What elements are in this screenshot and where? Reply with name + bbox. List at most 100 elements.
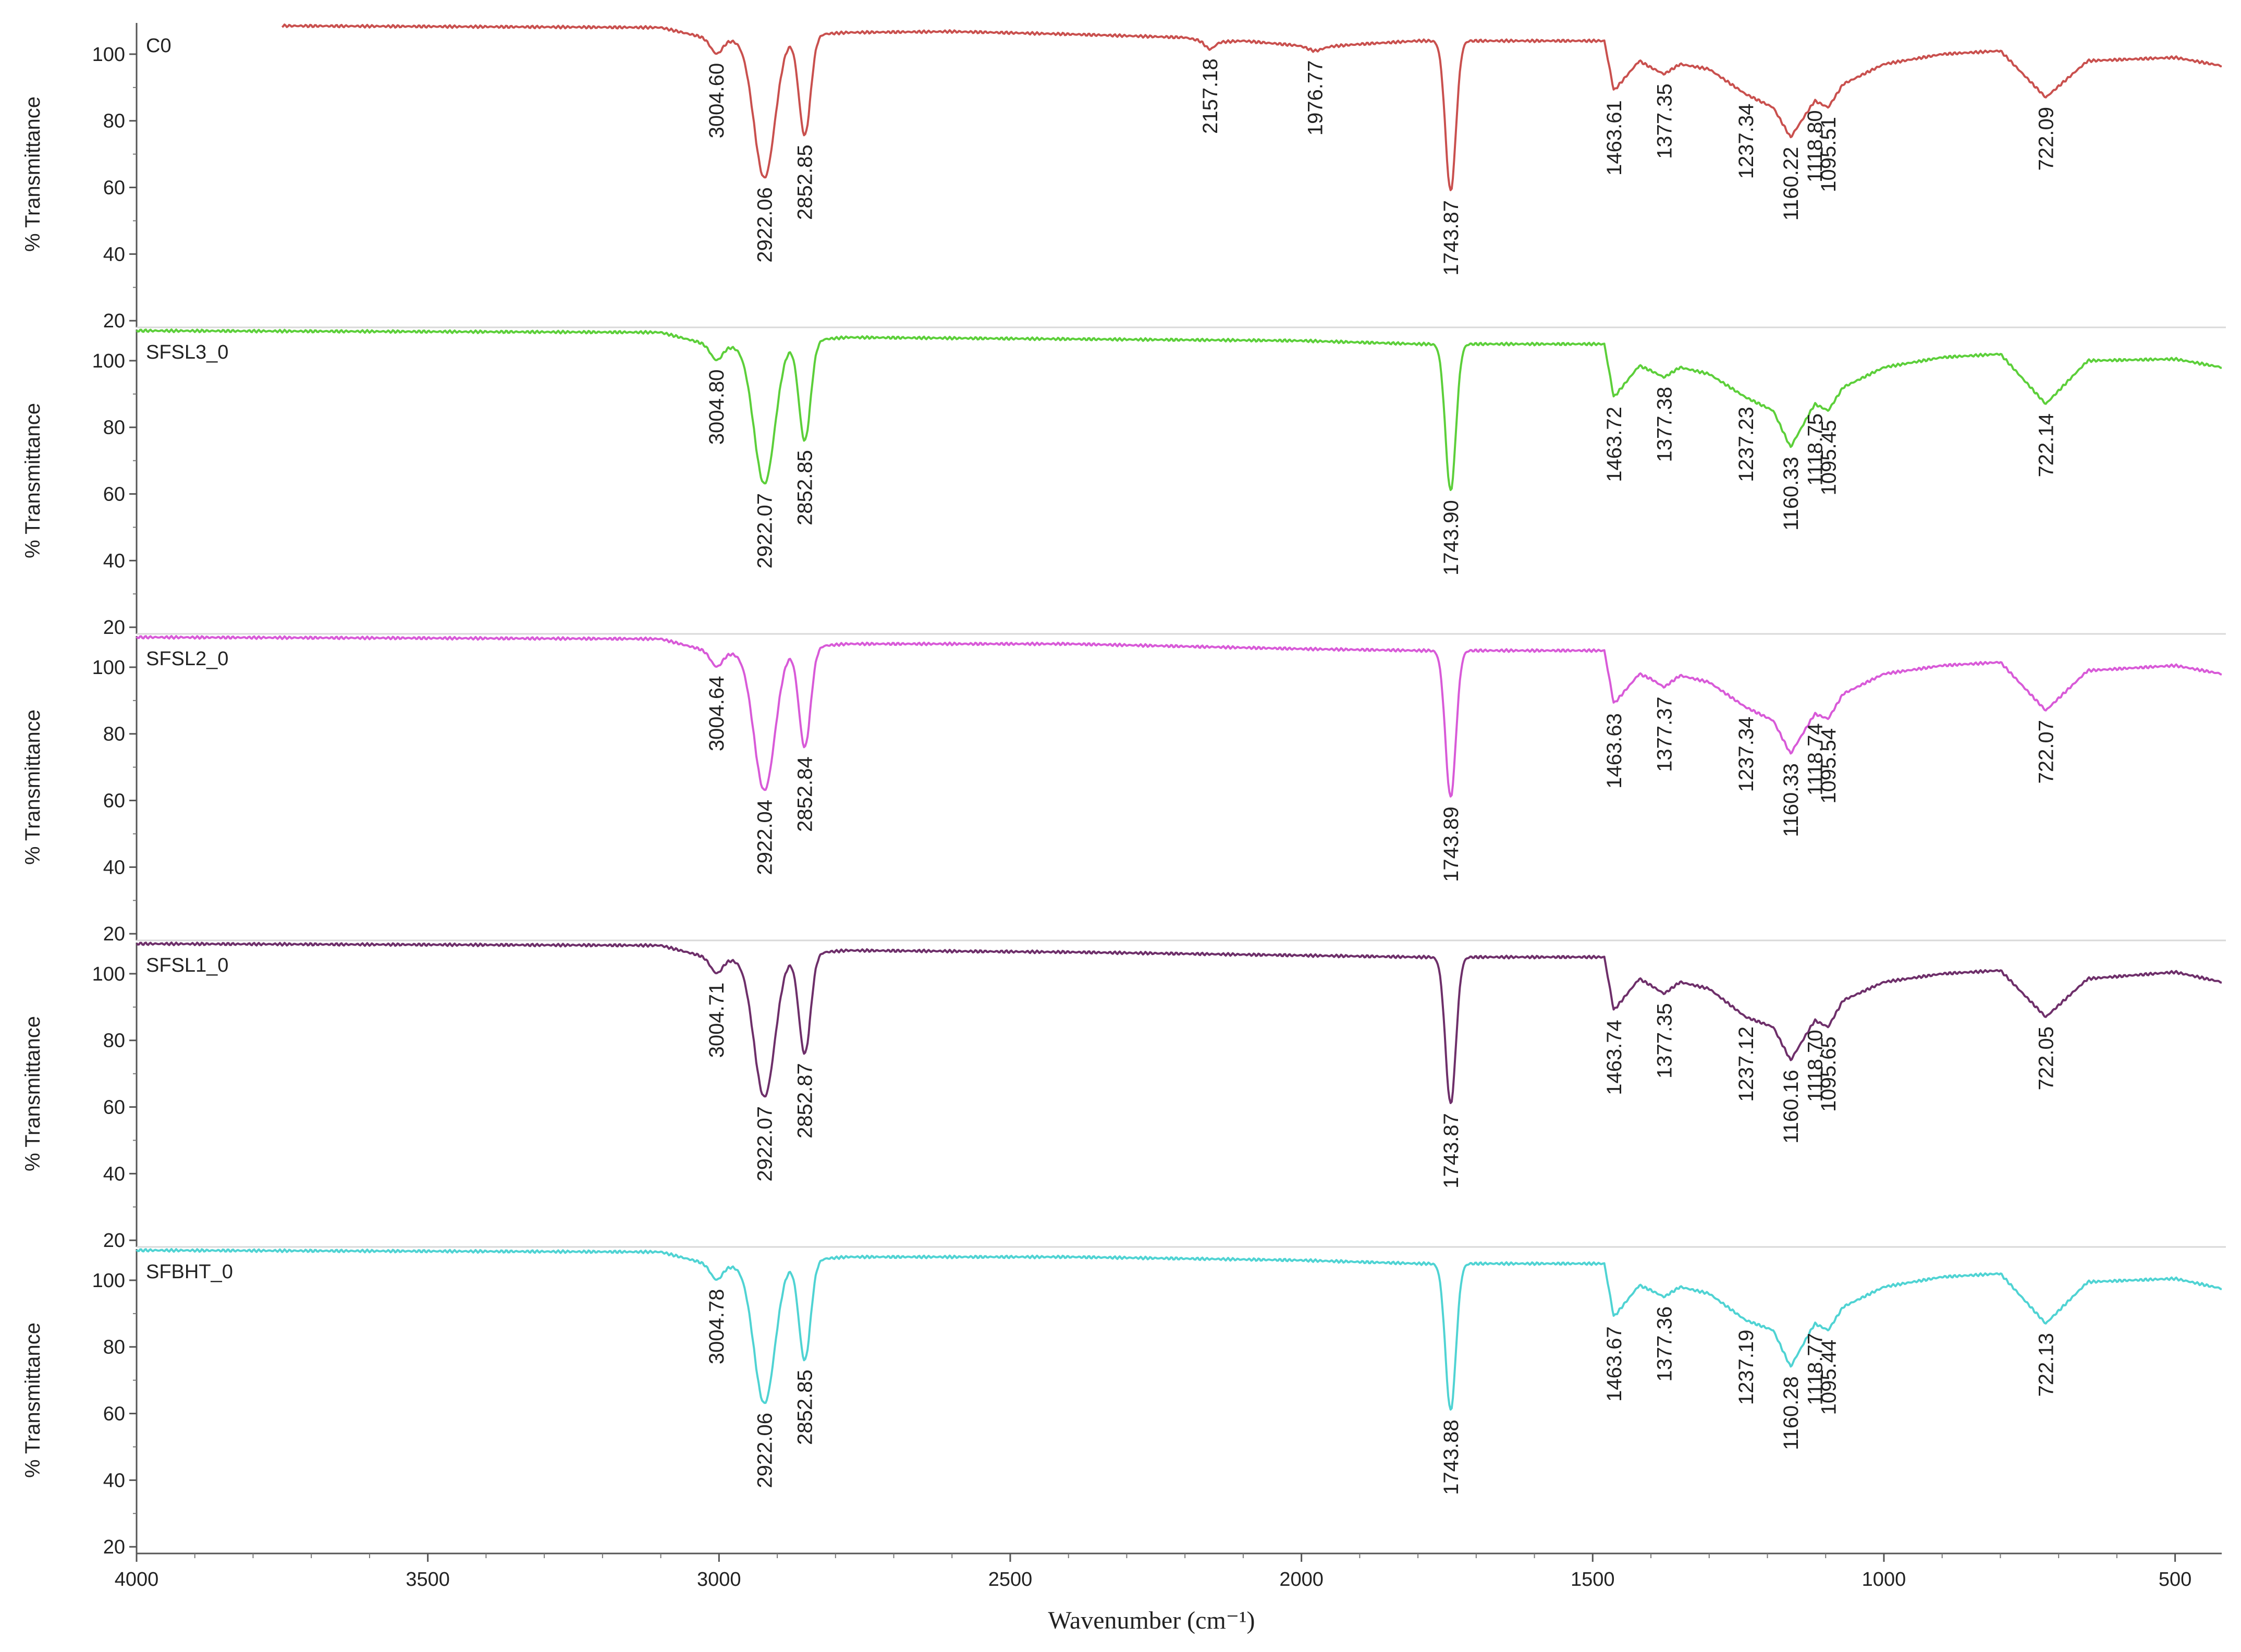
peak-label: 2922.06 bbox=[753, 1413, 776, 1488]
peak-label: 1743.89 bbox=[1440, 806, 1463, 882]
y-axis-label: % Transmittance bbox=[21, 1016, 44, 1171]
peak-label: 3004.80 bbox=[705, 370, 728, 445]
spectrum-line-sfsl3_0 bbox=[136, 328, 2222, 491]
peak-label: 2157.18 bbox=[1199, 58, 1222, 134]
y-tick-label: 20 bbox=[103, 1230, 125, 1252]
y-tick-label: 40 bbox=[103, 550, 125, 572]
peak-label: 2922.07 bbox=[753, 493, 776, 569]
spectrum-line-sfbht_0 bbox=[136, 1248, 2222, 1411]
peak-label: 1237.34 bbox=[1735, 717, 1758, 792]
peak-label: 722.07 bbox=[2035, 720, 2058, 784]
y-tick-label: 100 bbox=[92, 44, 125, 66]
sample-label: SFSL3_0 bbox=[146, 341, 228, 363]
peak-label: 1160.16 bbox=[1780, 1070, 1803, 1144]
peak-label: 2852.84 bbox=[794, 756, 817, 832]
peak-label: 2852.85 bbox=[794, 1369, 817, 1445]
panel-c0: 20 40 60 80 100 % Transmittance C0 3004.60 2922.… bbox=[21, 23, 2222, 332]
peak-label: 3004.78 bbox=[705, 1289, 728, 1365]
peak-label: 1463.67 bbox=[1603, 1326, 1626, 1402]
peak-label: 3004.60 bbox=[705, 63, 728, 139]
spectrum-line-sfsl1_0 bbox=[136, 941, 2222, 1104]
peak-label: 2852.85 bbox=[794, 144, 817, 220]
peak-label: 1118.75 bbox=[1804, 413, 1827, 486]
x-tick-label: 500 bbox=[2159, 1569, 2191, 1590]
panel-sfsl1_0: 20 40 60 80 100 % Transmittance SFSL1_0 3004.71… bbox=[21, 939, 2226, 1252]
peak-label: 1743.88 bbox=[1440, 1420, 1463, 1495]
peak-label: 1377.35 bbox=[1653, 1003, 1676, 1079]
y-tick-label: 100 bbox=[92, 1270, 125, 1292]
peak-label: 1377.35 bbox=[1653, 83, 1676, 159]
y-tick-label: 40 bbox=[103, 1163, 125, 1185]
y-tick-label: 80 bbox=[103, 417, 125, 439]
peak-label: 1377.36 bbox=[1653, 1306, 1676, 1382]
peak-label: 1463.74 bbox=[1603, 1020, 1626, 1095]
y-tick-label: 40 bbox=[103, 1470, 125, 1491]
y-tick-label: 60 bbox=[103, 484, 125, 506]
y-axis-label: % Transmittance bbox=[21, 96, 44, 252]
panel-sfbht_0: 20 40 60 80 100 % Transmittance SFBHT_0 3004.78… bbox=[21, 1246, 2226, 1558]
peak-label: 2922.04 bbox=[753, 800, 776, 875]
y-tick-label: 80 bbox=[103, 1030, 125, 1052]
peak-label: 1743.90 bbox=[1440, 500, 1463, 576]
y-tick-label: 20 bbox=[103, 617, 125, 639]
y-tick-label: 20 bbox=[103, 923, 125, 945]
x-tick-label: 3000 bbox=[697, 1569, 741, 1590]
peak-label: 1463.63 bbox=[1603, 713, 1626, 789]
y-tick-label: 60 bbox=[103, 177, 125, 199]
spectrum-line-sfsl2_0 bbox=[136, 635, 2222, 798]
x-tick-label: 4000 bbox=[115, 1569, 159, 1590]
x-tick-label: 2500 bbox=[988, 1569, 1033, 1590]
peak-label: 1976.77 bbox=[1304, 60, 1327, 136]
sample-label: C0 bbox=[146, 35, 172, 57]
peak-label: 1377.38 bbox=[1653, 387, 1676, 462]
peak-label: 1743.87 bbox=[1440, 200, 1463, 276]
y-tick-label: 100 bbox=[92, 350, 125, 372]
y-tick-label: 20 bbox=[103, 310, 125, 332]
peak-label: 1118.74 bbox=[1804, 723, 1827, 796]
y-tick-label: 60 bbox=[103, 1403, 125, 1425]
x-tick-label: 1000 bbox=[1862, 1569, 1906, 1590]
peak-label: 1160.33 bbox=[1780, 763, 1803, 837]
y-axis-label: % Transmittance bbox=[21, 1323, 44, 1478]
y-tick-label: 80 bbox=[103, 1337, 125, 1359]
y-tick-label: 60 bbox=[103, 1097, 125, 1119]
peak-label: 1118.80 bbox=[1804, 110, 1827, 182]
peak-label: 1095.44 bbox=[1817, 1340, 1840, 1415]
peak-label: 1160.28 bbox=[1780, 1376, 1803, 1450]
x-tick-label: 2000 bbox=[1279, 1569, 1324, 1590]
peak-label: 2852.87 bbox=[794, 1063, 817, 1139]
y-tick-label: 100 bbox=[92, 963, 125, 985]
y-tick-label: 100 bbox=[92, 657, 125, 679]
sample-label: SFBHT_0 bbox=[146, 1261, 233, 1283]
panel-sfsl3_0: 20 40 60 80 100 % Transmittance SFSL3_0 3004.80… bbox=[21, 326, 2226, 639]
peak-label: 1160.22 bbox=[1780, 147, 1803, 221]
peak-label: 1463.61 bbox=[1603, 100, 1626, 176]
peak-label: 1463.72 bbox=[1603, 407, 1626, 482]
panel-sfsl2_0: 20 40 60 80 100 % Transmittance SFSL2_0 3004.64… bbox=[21, 633, 2226, 945]
peak-label: 1095.54 bbox=[1817, 728, 1840, 804]
peak-label: 1743.87 bbox=[1440, 1113, 1463, 1189]
peak-label: 1095.45 bbox=[1817, 420, 1840, 496]
peak-label: 2922.06 bbox=[753, 187, 776, 263]
peak-label: 1237.34 bbox=[1735, 104, 1758, 179]
peak-label: 1118.70 bbox=[1804, 1030, 1827, 1102]
sample-label: SFSL2_0 bbox=[146, 648, 228, 670]
peak-label: 722.14 bbox=[2035, 413, 2058, 477]
x-axis: 4000 3500 3000 2500 2000 1500 1000 500 bbox=[115, 1552, 2222, 1590]
peak-label: 2922.07 bbox=[753, 1106, 776, 1182]
y-tick-label: 20 bbox=[103, 1536, 125, 1558]
peak-label: 1377.37 bbox=[1653, 696, 1676, 772]
y-tick-label: 80 bbox=[103, 724, 125, 745]
peak-label: 1237.19 bbox=[1735, 1330, 1758, 1405]
peak-label: 3004.64 bbox=[705, 676, 728, 752]
x-tick-label: 3500 bbox=[406, 1569, 450, 1590]
peak-label: 1237.23 bbox=[1735, 407, 1758, 482]
y-tick-label: 60 bbox=[103, 790, 125, 812]
peak-label: 722.13 bbox=[2035, 1333, 2058, 1397]
peak-label: 2852.85 bbox=[794, 450, 817, 525]
x-tick-label: 1500 bbox=[1571, 1569, 1615, 1590]
y-tick-label: 40 bbox=[103, 243, 125, 265]
peak-label: 1118.77 bbox=[1804, 1333, 1827, 1405]
